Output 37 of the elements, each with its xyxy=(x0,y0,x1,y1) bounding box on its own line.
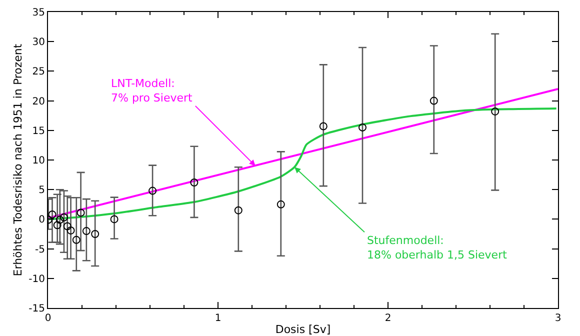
point xyxy=(76,208,85,217)
point xyxy=(60,213,68,222)
point xyxy=(53,221,62,230)
point xyxy=(234,206,242,214)
point xyxy=(430,96,438,105)
point xyxy=(56,216,64,224)
point xyxy=(190,178,198,186)
point xyxy=(48,210,56,218)
point xyxy=(66,226,75,234)
annotation: LNT-Modell: 7% pro Sievert xyxy=(111,77,194,104)
x-tick-label: 2 xyxy=(384,313,392,324)
point xyxy=(319,122,328,130)
y-tick-label: 0 xyxy=(38,214,45,226)
x-tick-label: 3 xyxy=(554,313,562,324)
point xyxy=(358,123,366,132)
point xyxy=(82,227,90,236)
y-tick-label: -15 xyxy=(28,304,45,314)
point xyxy=(110,215,118,224)
y-tick-label: 10 xyxy=(32,156,45,166)
y-tick-label: 35 xyxy=(32,8,45,18)
point xyxy=(491,107,500,116)
y-tick-label: -10 xyxy=(28,274,45,285)
y-tick-label: 20 xyxy=(32,96,45,108)
y-tick-label: 25 xyxy=(32,66,45,78)
point xyxy=(63,222,72,230)
y-tick-label: 15 xyxy=(32,126,45,137)
y-axis-title: Erhöhtes Todesrisiko nach 1951 in Prozent xyxy=(11,43,24,276)
x-axis-title: Dosis [Sv] xyxy=(275,323,331,336)
point xyxy=(148,186,157,195)
point xyxy=(72,236,80,244)
y-tick-label: -5 xyxy=(35,244,45,256)
y-tick-label: 5 xyxy=(38,185,45,196)
point xyxy=(276,200,285,208)
annotation: Stufenmodell: 18% oberhalb 1,5 Sievert xyxy=(367,234,508,262)
point xyxy=(91,230,100,238)
x-tick-label: 1 xyxy=(214,313,222,324)
y-tick-label: 30 xyxy=(32,37,45,48)
